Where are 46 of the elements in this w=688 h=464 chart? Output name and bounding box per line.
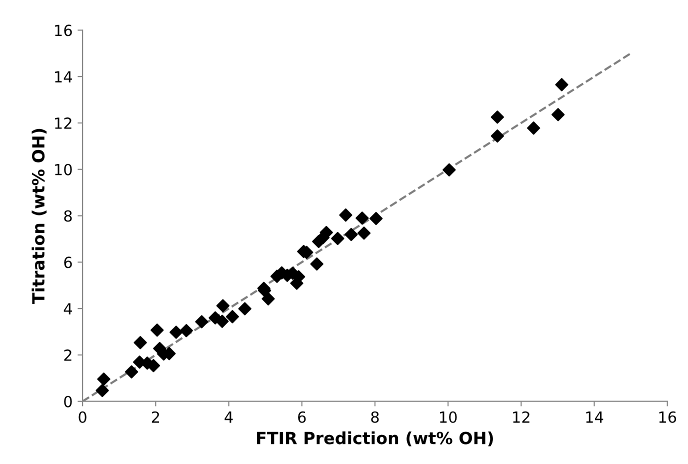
point	[180, 324, 193, 338]
point	[490, 110, 504, 124]
point	[551, 108, 565, 122]
x-tick-label: 12	[513, 411, 530, 423]
point	[357, 226, 371, 240]
x-tick-label: 0	[78, 411, 86, 423]
y-axis-title: Titration (wt% OH)	[32, 128, 47, 304]
point	[195, 315, 208, 328]
point	[331, 232, 344, 246]
point	[442, 163, 456, 176]
point	[216, 299, 230, 312]
x-tick-label: 10	[440, 411, 457, 423]
x-tick-label: 16	[659, 411, 676, 423]
point	[527, 121, 540, 135]
x-axis-title: FTIR Prediction (wt% OH)	[257, 431, 493, 446]
y-tick-label: 2	[64, 349, 72, 361]
y-tick-label: 14	[55, 71, 72, 82]
point	[124, 365, 138, 378]
y-tick-label: 10	[55, 164, 72, 176]
point	[96, 384, 109, 398]
point	[339, 208, 352, 222]
point	[490, 129, 504, 143]
point	[356, 211, 369, 225]
point	[150, 324, 164, 337]
point	[226, 310, 240, 324]
point	[262, 292, 275, 306]
point	[238, 302, 252, 316]
point	[555, 78, 568, 92]
x-tick-label: 14	[586, 412, 604, 423]
y-tick-label: 12	[55, 117, 72, 129]
x-tick-label: 2	[152, 411, 159, 423]
y-tick-label: 16	[55, 24, 72, 36]
y-tick-label: 6	[64, 256, 72, 268]
y-tick-label: 4	[64, 303, 72, 314]
point	[134, 336, 147, 350]
point	[344, 228, 358, 242]
point	[216, 314, 229, 328]
x-tick-label: 8	[371, 411, 379, 423]
point	[310, 257, 324, 271]
x-tick-label: 6	[298, 411, 306, 423]
point	[369, 212, 383, 226]
point	[170, 326, 183, 339]
x-tick-label: 4	[224, 412, 233, 423]
point	[97, 372, 110, 386]
y-tick-label: 8	[64, 210, 72, 222]
y-tick-label: 0	[64, 396, 72, 408]
